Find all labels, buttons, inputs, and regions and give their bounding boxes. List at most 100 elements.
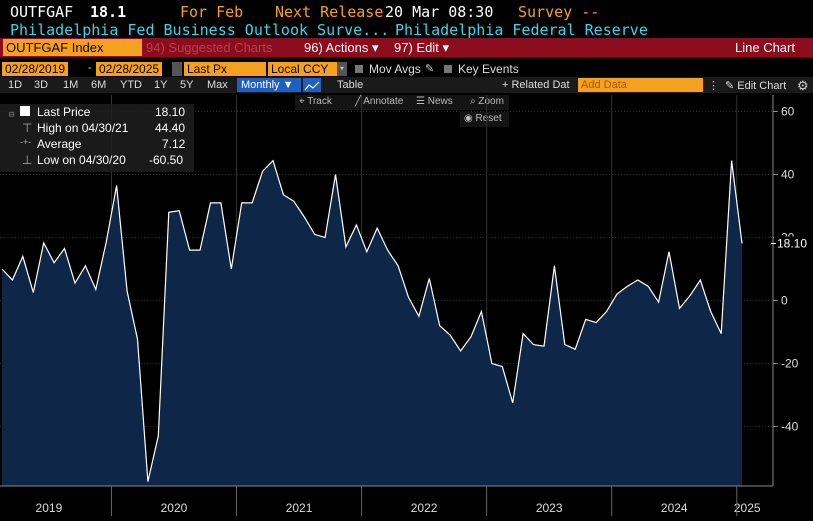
data-point — [679, 308, 681, 310]
data-point — [126, 290, 128, 292]
data-point — [470, 336, 472, 338]
data-point — [720, 333, 722, 335]
data-point — [168, 212, 170, 214]
currency-select[interactable]: Local CCY — [268, 62, 338, 76]
edit-chart-button[interactable]: ✎ Edit Chart — [725, 79, 786, 92]
range-max[interactable]: Max — [207, 79, 228, 91]
chart: 6040200-20-40201920202021202220232024202… — [0, 95, 812, 516]
news-button[interactable]: ☰ News — [416, 96, 453, 107]
x-tick-label: 2025 — [734, 501, 761, 515]
x-tick-label: 2022 — [411, 501, 438, 515]
mov-avgs-checkbox[interactable] — [355, 65, 363, 73]
data-point — [304, 216, 306, 218]
x-tick-label: 2023 — [536, 501, 563, 515]
legend-low-label: Low on 04/30/20 — [37, 153, 126, 167]
more-icon[interactable]: ⋮ — [708, 80, 719, 92]
chart-type-label: Line Chart — [735, 40, 795, 55]
data-point — [741, 243, 743, 245]
legend-collapse-icon[interactable]: ⊟ — [9, 110, 15, 120]
range-6m[interactable]: 6M — [91, 79, 107, 91]
last-value-tag-bg — [774, 236, 812, 252]
range-3d[interactable]: 3D — [34, 79, 49, 91]
plot-area: 6040200-20-40201920202021202220232024202… — [0, 95, 812, 516]
y-tick-label: -40 — [781, 420, 799, 434]
data-point — [387, 249, 389, 251]
data-point — [689, 295, 691, 297]
data-point — [502, 366, 504, 368]
line-chart-icon[interactable] — [303, 78, 321, 92]
legend-low-value: -60.50 — [149, 153, 184, 167]
table-button[interactable]: Table — [337, 79, 364, 91]
range-ytd[interactable]: YTD — [120, 79, 142, 91]
low-marker-icon: ⊥ — [22, 153, 33, 167]
toolbar — [0, 38, 813, 57]
annotate-label: Annotate — [363, 96, 404, 107]
zoom-label: Zoom — [478, 96, 504, 107]
key-events-checkbox[interactable] — [444, 65, 452, 73]
for-label: For Feb — [180, 3, 244, 21]
data-point — [585, 319, 587, 321]
field-select[interactable]: Last Px — [184, 62, 266, 76]
actions-button[interactable]: 96) Actions ▾ — [304, 40, 378, 56]
data-point — [668, 251, 670, 253]
range-1m[interactable]: 1M — [63, 79, 79, 91]
edit-button[interactable]: 97) Edit ▾ — [394, 40, 449, 56]
add-data-input[interactable]: Add Data — [578, 78, 703, 92]
actions-label: 96) Actions — [304, 40, 369, 55]
data-point — [512, 402, 514, 404]
end-date-field[interactable]: 02/28/2025 — [96, 62, 163, 76]
reset-icon: ◉ — [464, 113, 476, 124]
data-point — [522, 333, 524, 335]
related-data-button[interactable]: + Related Dat — [502, 79, 570, 91]
start-date-field[interactable]: 02/28/2019 — [2, 62, 69, 76]
calendar-icon[interactable] — [172, 62, 182, 76]
period-select[interactable]: Monthly ▼ — [237, 78, 301, 92]
annotate-icon: ╱ — [355, 96, 364, 107]
pencil-icon[interactable]: ✎ — [425, 63, 435, 75]
data-point — [449, 334, 451, 336]
chart-tools-bar — [295, 95, 509, 110]
data-point — [533, 344, 535, 346]
issuer-name: Philadelphia Federal Reserve — [395, 21, 648, 39]
key-events-label: Key Events — [458, 62, 519, 76]
currency-dropdown-icon[interactable]: ▾ — [337, 62, 347, 76]
range-1d[interactable]: 1D — [8, 79, 23, 91]
suggested-charts-button[interactable]: 94) Suggested Charts — [146, 40, 273, 55]
news-label: News — [427, 96, 453, 107]
data-point — [731, 160, 733, 162]
y-tick-label: 60 — [781, 105, 795, 119]
security-field[interactable]: OUTFGAF Index — [3, 39, 142, 56]
data-point — [64, 248, 66, 250]
legend-last-value: 18.10 — [155, 105, 186, 119]
edit-chart-label: Edit Chart — [737, 80, 787, 92]
data-point — [376, 227, 378, 229]
track-label: Track — [307, 96, 332, 107]
zoom-button[interactable]: ⌕ Zoom — [470, 96, 504, 107]
y-tick-label: -20 — [781, 357, 799, 371]
data-point — [105, 241, 107, 243]
pencil-icon: ✎ — [725, 80, 738, 92]
legend-high-value: 44.40 — [155, 121, 186, 135]
data-point — [429, 278, 431, 280]
data-point — [116, 185, 118, 187]
data-point — [220, 202, 222, 204]
data-point — [356, 224, 358, 226]
data-point — [595, 322, 597, 324]
track-button[interactable]: ⌖ Track — [299, 96, 332, 107]
data-point — [189, 249, 191, 251]
last-value: 18.1 — [90, 3, 127, 21]
reset-button[interactable]: ◉ Reset — [464, 113, 502, 124]
data-point — [439, 325, 441, 327]
caret-down-icon: ▾ — [442, 40, 449, 55]
range-1y[interactable]: 1Y — [154, 79, 168, 91]
data-point — [43, 242, 45, 244]
data-point — [158, 435, 160, 437]
data-point — [314, 234, 316, 236]
zoom-icon: ⌕ — [470, 96, 479, 107]
annotate-button[interactable]: ╱ Annotate — [355, 96, 403, 107]
data-point — [554, 265, 556, 267]
gear-icon[interactable]: ⚙ — [797, 78, 809, 93]
data-point — [137, 338, 139, 340]
data-point — [95, 289, 97, 291]
range-5y[interactable]: 5Y — [180, 79, 194, 91]
